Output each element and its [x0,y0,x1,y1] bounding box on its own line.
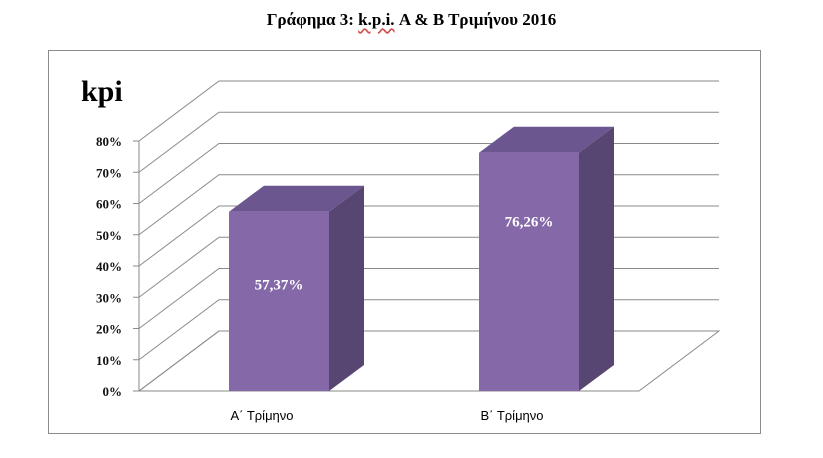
chart-frame: 0% 10% 20% 30% 40% 50% 60% 70% 80% 57,37% 76,26% … [48,50,761,434]
y-axis-label: kpi [81,75,123,108]
gridline [138,80,719,142]
bar-top [229,185,364,212]
bar [479,152,579,391]
category-label: Β΄ Τρίμηνο [480,408,543,423]
y-tick-label: 0% [103,384,123,399]
bar-data-label: 76,26% [505,215,554,231]
bars: 57,37% 76,26% [229,126,614,391]
category-label: Α΄ Τρίμηνο [230,408,293,423]
y-tick-label: 40% [96,259,122,274]
bar-chart: 0%10%20%30%40%50%60%70%80% 57,37%76,26% … [81,75,721,423]
y-tick-label: 70% [96,165,122,180]
bar [229,211,329,391]
figure-title: Γράφημα 3: k.p.i. Α & Β Τριμήνου 2016 [0,10,823,30]
figure-title-kpi: k.p.i. [358,10,395,29]
bar-top [479,126,614,153]
y-tick-label: 20% [96,322,122,337]
y-tick-label: 50% [96,228,122,243]
y-tick-label: 10% [96,353,122,368]
figure-title-suffix: Α & Β Τριμήνου 2016 [394,10,557,29]
y-tick-label: 80% [96,134,122,149]
y-tick-label: 60% [96,197,122,212]
chart-walls [137,330,721,392]
y-tick-label: 30% [96,290,122,305]
bar-side [329,185,364,391]
y-tick-labels: 0% 10% 20% 30% 40% 50% 60% 70% 80% [96,134,139,399]
bar-data-label: 57,37% [255,277,304,293]
gridline [138,111,719,173]
figure-title-prefix: Γράφημα 3: [266,10,359,29]
gridline [138,236,719,298]
gridlines [138,80,719,392]
gridline [138,205,719,267]
gridline [138,174,719,236]
gridline [138,143,719,204]
gridline [138,268,719,329]
bar-side [579,126,614,391]
category-labels: Α΄ Τρίμηνο Β΄ Τρίμηνο [230,408,543,423]
chart-floor [137,330,721,392]
